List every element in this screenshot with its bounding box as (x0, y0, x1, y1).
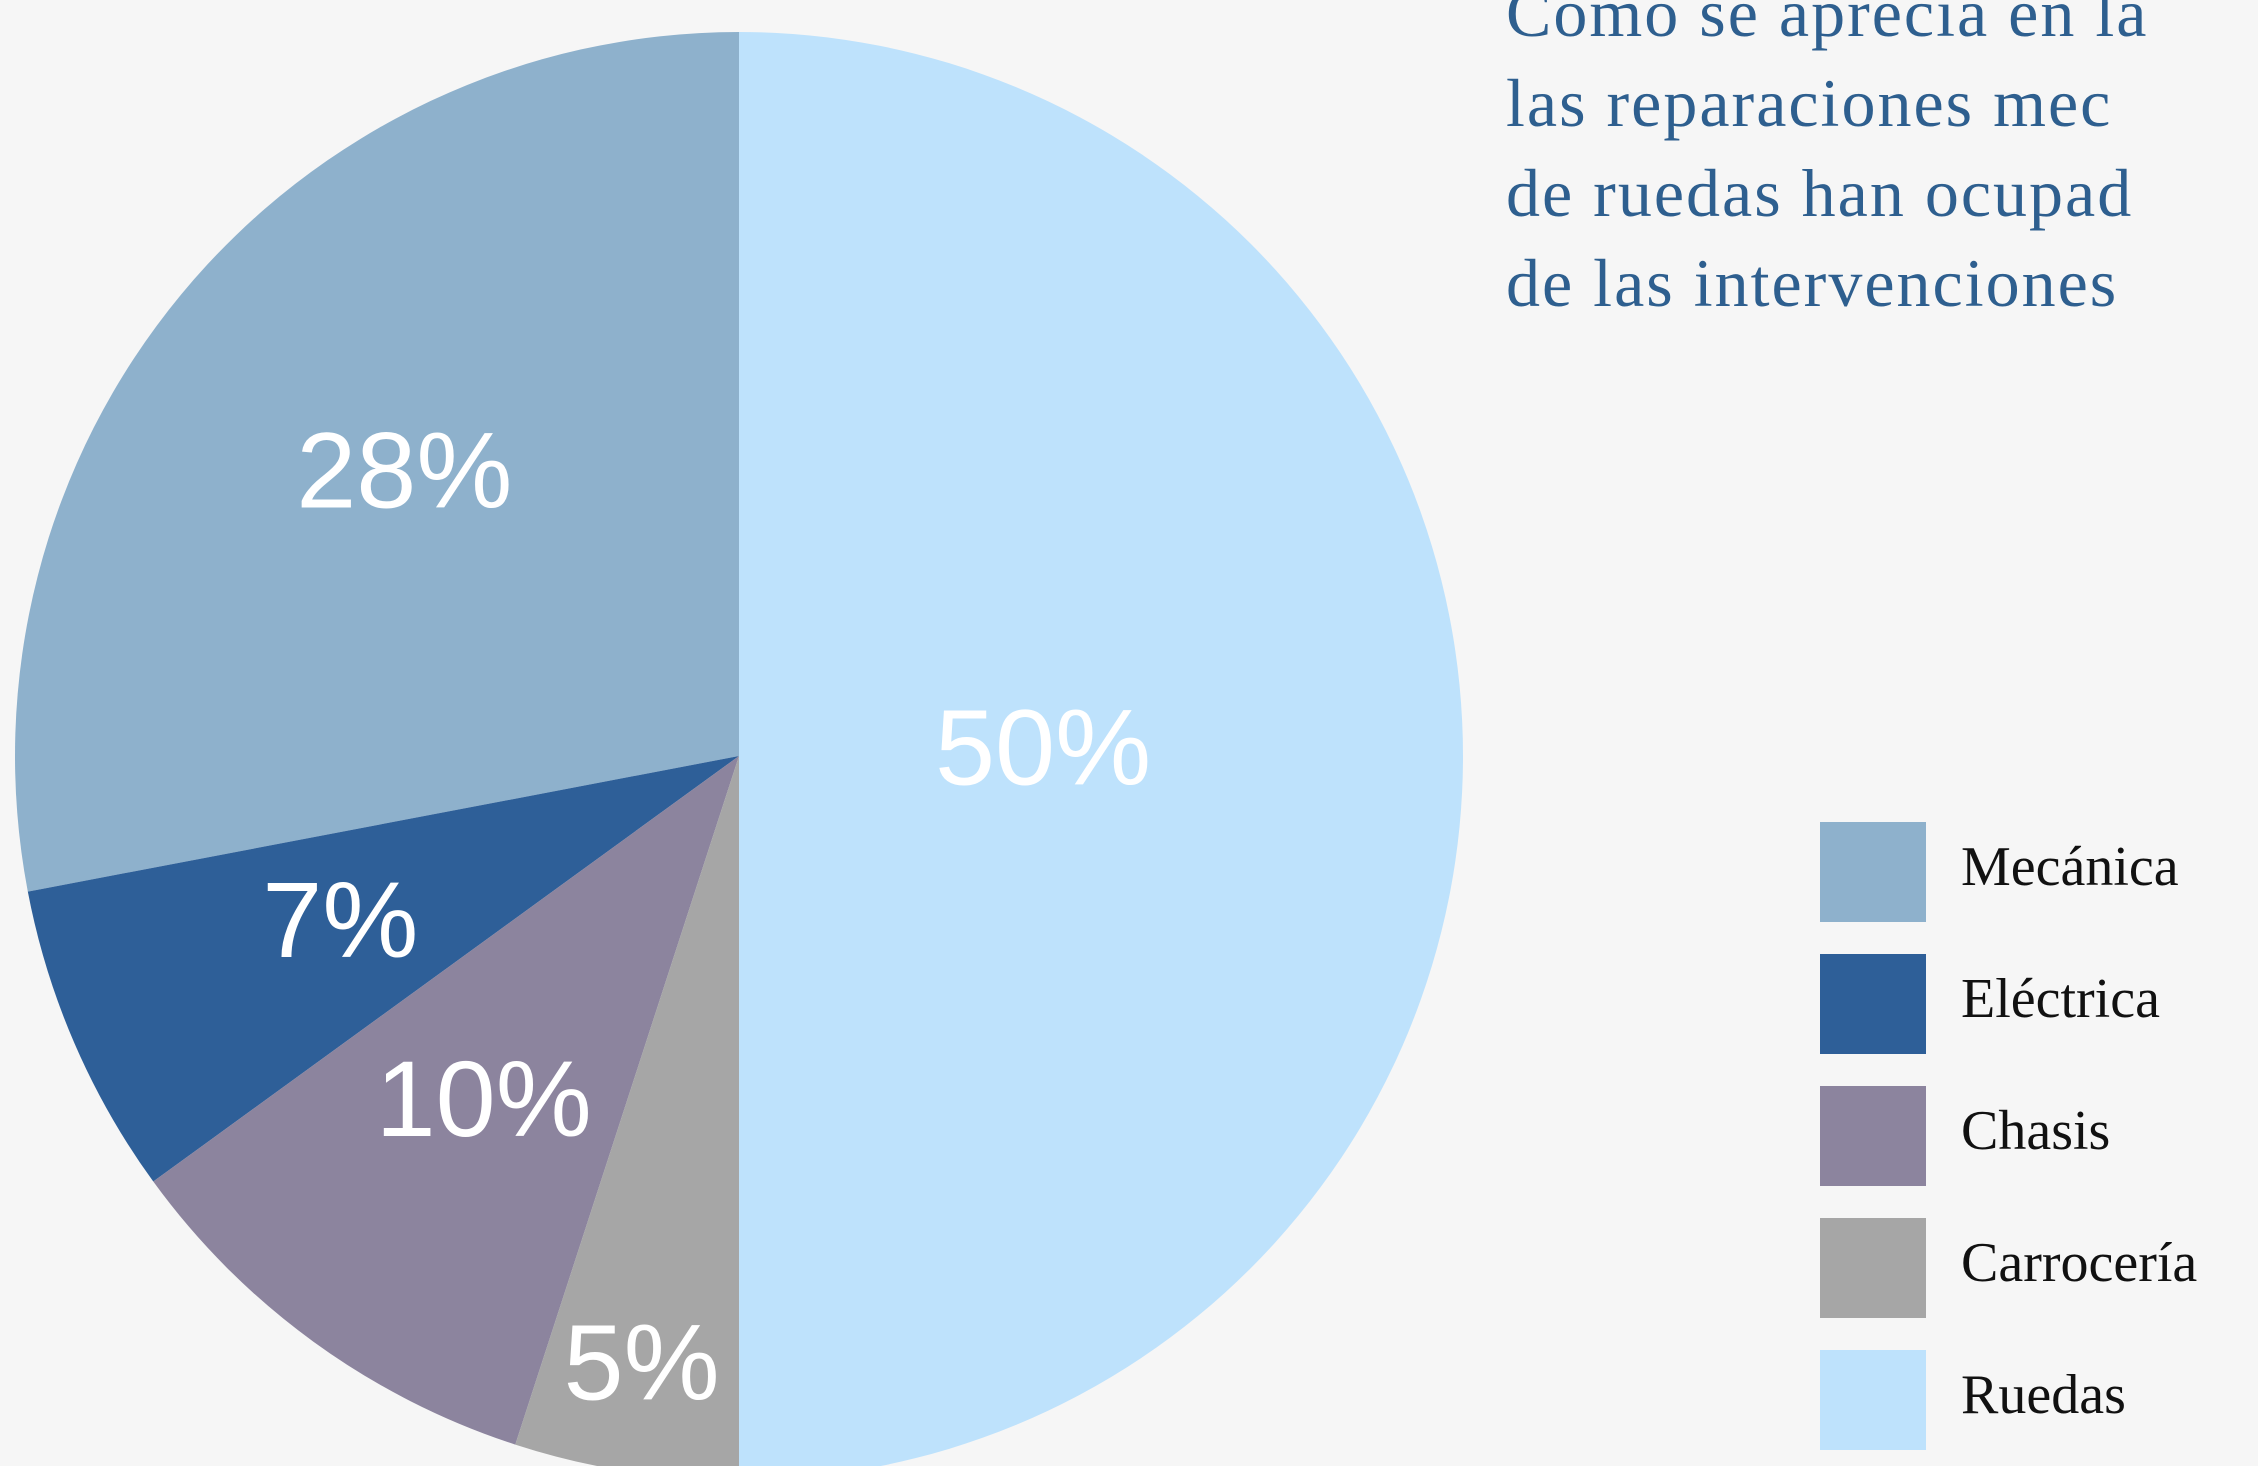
paragraph-line: Cómo se aprecia en la (1506, 0, 2148, 51)
legend-swatch (1820, 1218, 1926, 1318)
pie-slice (153, 756, 739, 1445)
legend-label: Ruedas (1961, 1364, 2126, 1426)
legend-label: Chasis (1961, 1100, 2110, 1162)
pie-slice (27, 756, 739, 1182)
paragraph-line: de ruedas han ocupad (1506, 155, 2133, 231)
data-label: 7% (262, 859, 418, 980)
legend-label: Carrocería (1961, 1232, 2197, 1294)
paragraph-line: de las intervenciones (1506, 245, 2118, 321)
data-label: 5% (564, 1302, 720, 1423)
legend-swatch (1820, 822, 1926, 922)
pie-slice (515, 756, 739, 1466)
pie-slice (739, 32, 1463, 1466)
pie-slice (14, 32, 739, 892)
legend-swatch (1820, 1350, 1926, 1450)
legend-swatch (1820, 1086, 1926, 1186)
legend-swatch (1820, 954, 1926, 1054)
paragraph-line: las reparaciones mec (1506, 65, 2112, 141)
data-label: 28% (296, 410, 512, 531)
data-label: 10% (376, 1038, 592, 1159)
legend-label: Mecánica (1961, 836, 2179, 898)
data-label: 50% (935, 687, 1151, 808)
legend-label: Eléctrica (1961, 968, 2160, 1030)
